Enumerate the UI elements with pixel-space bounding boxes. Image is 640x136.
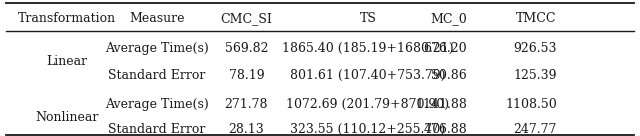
Text: 801.61 (107.40+753.79): 801.61 (107.40+753.79): [291, 69, 445, 82]
Text: CMC_SI: CMC_SI: [220, 12, 273, 25]
Text: 676.20: 676.20: [424, 42, 467, 55]
Text: 50.86: 50.86: [431, 69, 467, 82]
Text: TMCC: TMCC: [516, 12, 557, 25]
Text: MC_0: MC_0: [431, 12, 467, 25]
Text: 476.88: 476.88: [424, 123, 467, 136]
Text: 28.13: 28.13: [228, 123, 264, 136]
Text: Nonlinear: Nonlinear: [35, 111, 99, 124]
Text: Average Time(s): Average Time(s): [105, 98, 209, 111]
Text: 1141.88: 1141.88: [415, 98, 467, 111]
Text: Linear: Linear: [47, 55, 88, 68]
Text: Standard Error: Standard Error: [108, 123, 205, 136]
Text: 569.82: 569.82: [225, 42, 268, 55]
Text: 125.39: 125.39: [513, 69, 557, 82]
Text: 78.19: 78.19: [228, 69, 264, 82]
Text: Measure: Measure: [129, 12, 184, 25]
Text: 926.53: 926.53: [513, 42, 557, 55]
Text: 271.78: 271.78: [225, 98, 268, 111]
Text: Transformation: Transformation: [18, 12, 116, 25]
Text: 1865.40 (185.19+1680.21): 1865.40 (185.19+1680.21): [282, 42, 454, 55]
Text: TS: TS: [360, 12, 376, 25]
Text: 323.55 (110.12+255.70): 323.55 (110.12+255.70): [291, 123, 445, 136]
Text: Standard Error: Standard Error: [108, 69, 205, 82]
Text: 247.77: 247.77: [513, 123, 557, 136]
Text: 1108.50: 1108.50: [505, 98, 557, 111]
Text: 1072.69 (201.79+870.90): 1072.69 (201.79+870.90): [287, 98, 449, 111]
Text: Average Time(s): Average Time(s): [105, 42, 209, 55]
